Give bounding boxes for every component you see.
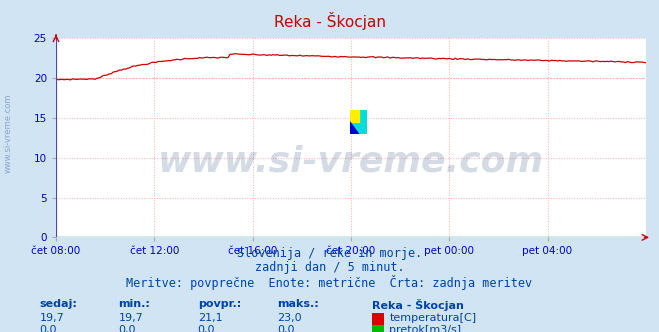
Polygon shape: [350, 122, 358, 134]
Text: 23,0: 23,0: [277, 313, 301, 323]
Bar: [350, 110, 358, 122]
Text: 19,7: 19,7: [119, 313, 144, 323]
Text: 19,7: 19,7: [40, 313, 65, 323]
Text: temperatura[C]: temperatura[C]: [389, 313, 476, 323]
Text: Reka - Škocjan: Reka - Škocjan: [372, 299, 464, 311]
Text: Reka - Škocjan: Reka - Škocjan: [273, 12, 386, 30]
Text: www.si-vreme.com: www.si-vreme.com: [158, 145, 544, 179]
Text: min.:: min.:: [119, 299, 150, 309]
Text: www.si-vreme.com: www.si-vreme.com: [3, 93, 13, 173]
Text: Meritve: povprečne  Enote: metrične  Črta: zadnja meritev: Meritve: povprečne Enote: metrične Črta:…: [127, 275, 532, 290]
Text: 0,0: 0,0: [198, 325, 215, 332]
Text: povpr.:: povpr.:: [198, 299, 241, 309]
Text: 0,0: 0,0: [40, 325, 57, 332]
Text: pretok[m3/s]: pretok[m3/s]: [389, 325, 461, 332]
Text: Slovenija / reke in morje.: Slovenija / reke in morje.: [237, 247, 422, 260]
Text: sedaj:: sedaj:: [40, 299, 77, 309]
Text: 0,0: 0,0: [277, 325, 295, 332]
Text: 0,0: 0,0: [119, 325, 136, 332]
Text: 21,1: 21,1: [198, 313, 222, 323]
Text: zadnji dan / 5 minut.: zadnji dan / 5 minut.: [254, 261, 405, 274]
Text: maks.:: maks.:: [277, 299, 318, 309]
